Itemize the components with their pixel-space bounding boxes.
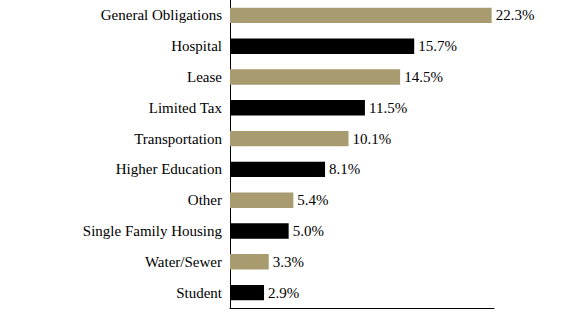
svg-text:Water/Sewer: Water/Sewer xyxy=(145,254,222,270)
svg-text:5.0%: 5.0% xyxy=(293,223,324,239)
svg-text:Transportation: Transportation xyxy=(134,131,222,147)
svg-text:Limited Tax: Limited Tax xyxy=(149,100,223,116)
svg-text:3.3%: 3.3% xyxy=(273,254,304,270)
svg-text:11.5%: 11.5% xyxy=(369,100,407,116)
svg-text:5.4%: 5.4% xyxy=(297,192,328,208)
svg-text:Higher Education: Higher Education xyxy=(116,161,223,177)
svg-text:2.9%: 2.9% xyxy=(268,285,299,301)
svg-text:Single Family Housing: Single Family Housing xyxy=(83,223,223,239)
svg-text:14.5%: 14.5% xyxy=(404,69,443,85)
svg-text:General Obligations: General Obligations xyxy=(101,7,222,23)
svg-text:Hospital: Hospital xyxy=(171,38,222,54)
svg-text:Other: Other xyxy=(188,192,222,208)
svg-text:10.1%: 10.1% xyxy=(353,131,392,147)
svg-text:15.7%: 15.7% xyxy=(418,38,457,54)
svg-text:Lease: Lease xyxy=(187,69,222,85)
svg-text:8.1%: 8.1% xyxy=(329,161,360,177)
svg-text:22.3%: 22.3% xyxy=(496,7,535,23)
svg-text:Student: Student xyxy=(176,285,223,301)
